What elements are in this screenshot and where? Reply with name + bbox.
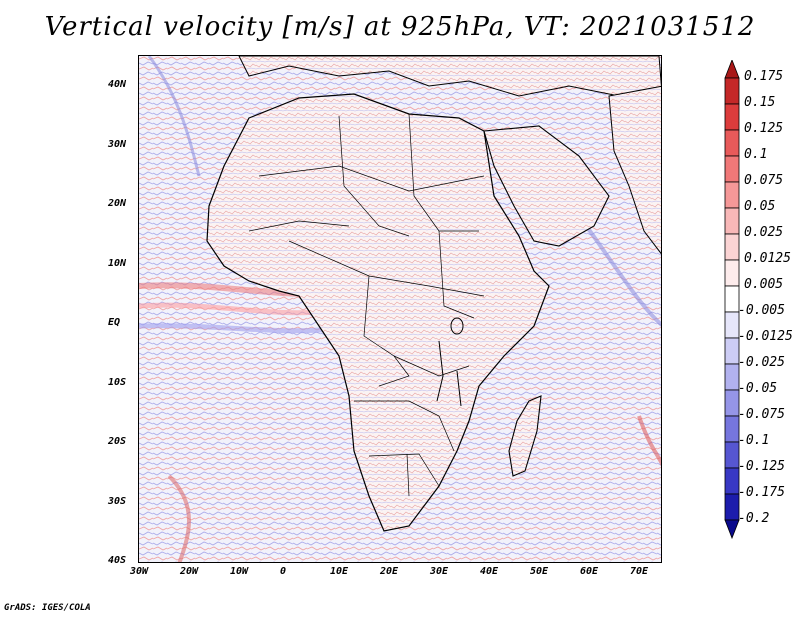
country-borders — [248, 113, 485, 497]
lon-tick-label: 60E — [580, 566, 599, 577]
lat-tick-label: 40N — [108, 79, 127, 90]
colorbar — [724, 60, 740, 540]
lon-tick-label: 30E — [430, 566, 449, 577]
colorbar-tick-label: 0.15 — [744, 95, 776, 110]
credit-text: GrADS: IGES/COLA — [4, 603, 91, 613]
colorbar-bottom-arrow — [724, 519, 740, 540]
lat-tick-label: EQ — [108, 317, 121, 328]
chart-title: Vertical velocity [m/s] at 925hPa, VT: 2… — [44, 12, 756, 42]
colorbar-tick-label: 0.175 — [744, 69, 784, 84]
colorbar-tick-label: 0.0125 — [744, 251, 791, 266]
colorbar-top-arrow — [724, 60, 740, 79]
colorbar-segment — [724, 311, 740, 339]
colorbar-segment — [724, 207, 740, 235]
lat-tick-label: 40S — [108, 555, 127, 566]
india-coast — [608, 85, 661, 255]
lon-tick-label: 10E — [330, 566, 349, 577]
lon-tick-label: 50E — [530, 566, 549, 577]
colorbar-tick-label: 0.075 — [744, 173, 784, 188]
lat-tick-label: 20S — [108, 436, 127, 447]
lat-tick-label: 30N — [108, 138, 127, 150]
colorbar-segment — [724, 233, 740, 261]
colorbar-segment — [724, 77, 740, 105]
colorbar-tick-label: -0.05 — [738, 381, 778, 396]
colorbar-segment — [724, 389, 740, 417]
lon-tick-label: 10W — [230, 566, 249, 577]
colorbar-segment — [724, 103, 740, 131]
colorbar-tick-label: 0.125 — [744, 121, 784, 136]
lon-tick-label: 70E — [630, 566, 649, 577]
colorbar-segment — [724, 259, 740, 287]
lat-tick-label: 10S — [108, 376, 127, 388]
colorbar-tick-label: -0.005 — [738, 303, 785, 318]
colorbar-tick-label: -0.1 — [738, 433, 770, 448]
lat-tick-label: 10N — [108, 257, 127, 269]
colorbar-segment — [724, 415, 740, 443]
colorbar-segment — [724, 467, 740, 495]
colorbar-segment — [724, 493, 740, 521]
arabian-peninsula — [483, 125, 610, 247]
colorbar-tick-label: 0.025 — [744, 225, 784, 240]
lon-tick-label: 30W — [130, 566, 149, 577]
colorbar-tick-label: 0.1 — [744, 147, 768, 162]
lat-tick-label: 20N — [108, 198, 127, 209]
colorbar-tick-label: -0.025 — [738, 355, 785, 370]
colorbar-segment — [724, 129, 740, 157]
colorbar-tick-label: -0.125 — [738, 459, 785, 474]
europe-coast — [238, 56, 661, 107]
colorbar-tick-label: 0.005 — [744, 277, 784, 292]
colorbar-segment — [724, 441, 740, 469]
colorbar-tick-label: -0.0125 — [738, 329, 793, 344]
madagascar — [508, 395, 542, 477]
lon-tick-label: 0 — [280, 566, 287, 577]
colorbar-segment — [724, 181, 740, 209]
colorbar-segment — [724, 155, 740, 183]
great-lakes — [436, 317, 464, 407]
colorbar-segment — [724, 363, 740, 391]
colorbar-tick-label: -0.175 — [738, 485, 785, 500]
colorbar-tick-label: 0.05 — [744, 199, 776, 214]
lat-tick-label: 30S — [108, 495, 127, 507]
vertical-velocity-field — [139, 56, 661, 562]
map-panel — [138, 55, 662, 563]
colorbar-segment — [724, 285, 740, 313]
lon-tick-label: 40E — [480, 566, 499, 577]
colorbar-segment — [724, 337, 740, 365]
lon-tick-label: 20W — [180, 566, 199, 577]
colorbar-tick-label: -0.2 — [738, 511, 770, 526]
lon-tick-label: 20E — [380, 566, 399, 577]
colorbar-tick-label: -0.075 — [738, 407, 785, 422]
